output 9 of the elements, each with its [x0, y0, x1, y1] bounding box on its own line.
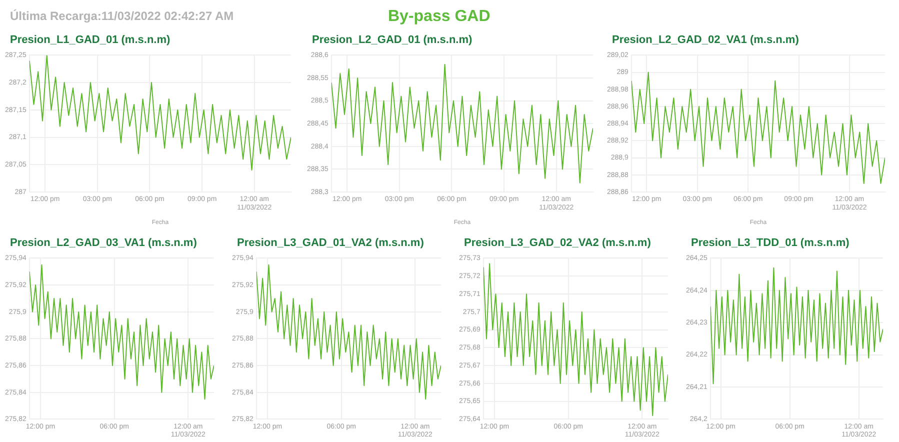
chart-title: Presion_L3_TDD_01 (m.s.n.m) [691, 237, 850, 251]
chart-title: Presion_L2_GAD_01 (m.s.n.m) [312, 34, 474, 48]
chart-title: Presion_L2_GAD_02_VA1 (m.s.n.m) [612, 34, 800, 48]
text: By-pass GAD [388, 8, 490, 26]
text: Última Recarga:11/03/2022 02:42:27 AM [10, 9, 234, 23]
chart-title: Presion_L2_GAD_03_VA1 (m.s.n.m) [10, 237, 198, 251]
chart-title: Presion_L3_GAD_02_VA2 (m.s.n.m) [464, 237, 652, 251]
chart-title: Presion_L3_GAD_01_VA2 (m.s.n.m) [237, 237, 425, 251]
chart-title: Presion_L1_GAD_01 (m.s.n.m) [10, 34, 172, 48]
